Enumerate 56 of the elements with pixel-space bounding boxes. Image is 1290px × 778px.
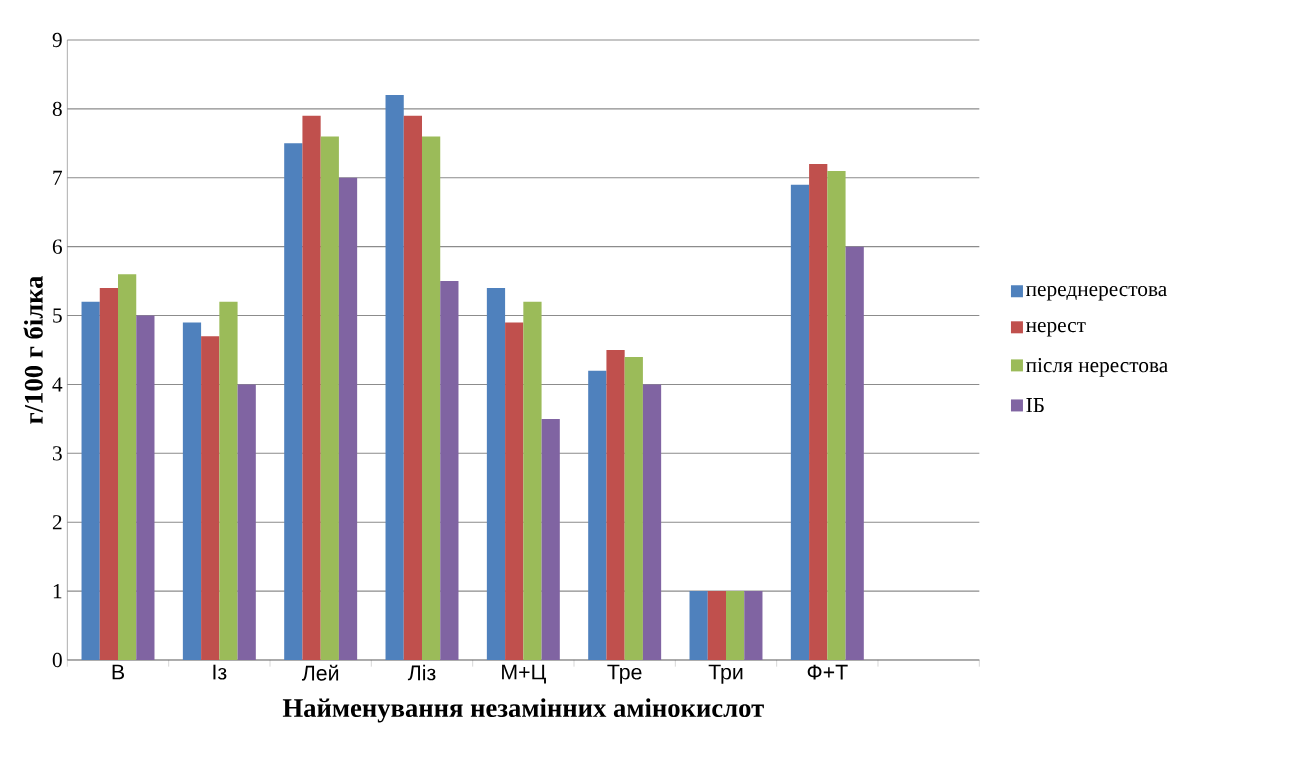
bar [606, 349, 625, 660]
y-tick-label: 4 [52, 377, 63, 392]
bar [99, 287, 119, 660]
y-tick-label: 3 [52, 446, 62, 461]
bar [385, 95, 404, 660]
bar [726, 591, 745, 660]
x-tick-label: Три [708, 664, 743, 684]
legend-label: після нерестова [1026, 358, 1168, 377]
bar [642, 384, 662, 660]
legend-label: переднерестова [1026, 285, 1167, 301]
bar [588, 370, 607, 660]
x-tick-label: Лей [301, 664, 339, 681]
x-axis-title: Найменування незамінних амінокислот [282, 698, 764, 723]
bar [809, 163, 828, 660]
x-tick-label: Ф+Т [807, 664, 848, 680]
bar [201, 336, 220, 660]
x-tick-label: Ліз [407, 664, 436, 681]
y-tick-label: 0 [52, 652, 62, 668]
y-tick-label: 5 [53, 308, 62, 323]
bar [827, 170, 846, 660]
bar [81, 301, 100, 660]
legend-label: нерест [1026, 321, 1086, 337]
y-tick-label: 2 [52, 515, 62, 530]
x-tick-label: В [112, 664, 125, 680]
y-tick-label: 6 [52, 239, 62, 254]
x-tick-label: М+Ц [502, 664, 546, 684]
y-tick-label: 7 [53, 170, 63, 185]
bar [744, 591, 763, 660]
y-axis-title: г/100 г білка [23, 275, 43, 424]
bar [302, 115, 321, 660]
bar [505, 322, 524, 660]
bar [541, 418, 560, 660]
bar [136, 315, 155, 660]
legend-label: ІБ [1026, 398, 1044, 413]
bar [338, 177, 358, 660]
y-tick-label: 8 [52, 101, 62, 117]
bar [689, 591, 708, 660]
bar [624, 356, 643, 660]
bar [422, 136, 441, 660]
bar [219, 301, 238, 660]
bar [320, 136, 339, 660]
bar [403, 115, 423, 660]
bar [486, 287, 506, 660]
bar [440, 281, 459, 660]
bar [707, 591, 726, 660]
bar [845, 246, 864, 660]
bar [284, 143, 303, 660]
bar [118, 274, 137, 660]
bar [523, 301, 542, 660]
bar [237, 384, 256, 660]
x-tick-label: Тре [607, 664, 642, 684]
bar [182, 322, 202, 660]
y-tick-label: 9 [52, 32, 62, 48]
y-tick-label: 1 [53, 584, 62, 599]
x-tick-label: Із [213, 664, 227, 680]
bar [790, 184, 810, 660]
